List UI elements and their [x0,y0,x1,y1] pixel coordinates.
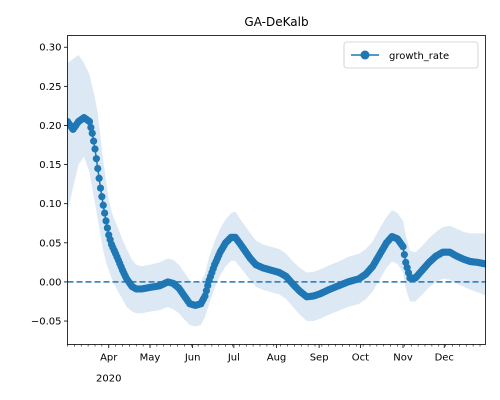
data-point [94,164,102,173]
y-tick-label: 0.20 [39,121,61,132]
x-tick-label: May [140,353,161,364]
y-axis: −0.05 0.00 0.05 0.10 0.15 0.20 0.25 0.30 [31,43,68,328]
y-tick-label: 0.10 [39,199,61,210]
y-tick-label: 0.05 [39,238,61,249]
data-point [92,155,100,163]
data-point [90,137,98,145]
y-tick-label: 0.25 [39,82,61,93]
data-point [91,145,99,153]
data-point [102,217,110,225]
legend-box [343,41,479,69]
x-tick-label: Jul [227,353,240,364]
data-point [399,243,407,251]
y-tick-label: 0.00 [39,277,61,288]
data-point [103,224,111,232]
y-tick-label: 0.30 [39,43,61,54]
data-point [95,174,103,182]
legend: growth_rate [343,41,479,69]
legend-label: growth_rate [389,51,449,62]
data-point [99,201,107,209]
data-point [96,184,105,192]
x-tick-label: Apr [100,353,118,364]
data-point [88,129,96,137]
y-tick-label: −0.05 [31,317,62,328]
x-tick-label: Jun [184,353,201,364]
data-point [481,260,486,268]
data-point [101,209,109,217]
x-axis: Apr May Jun Jul Aug Sep Oct Nov Dec 2020 [67,344,481,385]
y-tick-label: 0.15 [39,160,61,171]
x-tick-label: Sep [310,353,329,364]
x-tick-label: Nov [393,353,413,364]
data-point [87,123,95,132]
chart-title: GA-DeKalb [244,15,308,29]
x-tick-label: Dec [435,353,454,364]
series-layer [67,114,486,309]
x-tick-label: Aug [267,353,287,364]
data-point [85,117,94,126]
x-year-label: 2020 [96,374,121,385]
x-tick-label: Oct [352,353,369,364]
data-point [98,193,106,201]
data-point [400,250,408,259]
legend-marker-swatch [360,50,370,60]
